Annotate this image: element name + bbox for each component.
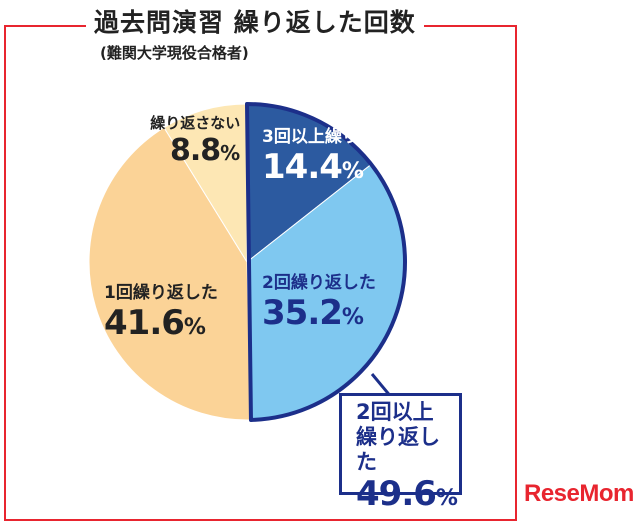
slice-pct-1: % xyxy=(183,315,206,340)
callout-value: 49.6 xyxy=(356,474,437,514)
slice-pct-3plus: % xyxy=(341,159,364,184)
chart-subtitle: (難関大学現役合格者) xyxy=(100,44,249,62)
slice-value-none: 8.8 xyxy=(170,133,221,168)
slice-name-3plus: 3回以上繰り返した xyxy=(262,127,410,147)
slice-label-1: 1回繰り返した 41.6% xyxy=(104,278,218,343)
slice-value-3plus: 14.4 xyxy=(262,147,343,187)
slice-name-1: 1回繰り返した xyxy=(104,283,218,303)
title-box: 過去問演習 繰り返した回数 xyxy=(86,8,424,38)
slice-value-2: 35.2 xyxy=(262,293,343,333)
slice-value-1: 41.6 xyxy=(104,303,185,343)
slice-pct-none: % xyxy=(220,141,241,165)
slice-label-3plus: 3回以上繰り返した 14.4% xyxy=(262,122,410,187)
callout-line2: 繰り返した xyxy=(356,425,440,474)
slice-name-2: 2回繰り返した xyxy=(262,273,376,293)
highlight-outline xyxy=(245,102,407,422)
slice-label-2: 2回繰り返した 35.2% xyxy=(262,268,376,333)
callout-pct: % xyxy=(435,486,458,511)
slice-name-none: 繰り返さない xyxy=(150,114,241,132)
chart-title: 過去問演習 繰り返した回数 xyxy=(94,8,416,37)
slice-label-none: 繰り返さない 8.8% xyxy=(128,112,240,168)
pie-slice-2 xyxy=(88,126,252,421)
callout-line1: 2回以上 xyxy=(356,400,434,424)
slice-pct-2: % xyxy=(341,305,364,330)
resemom-logo: ReseMom xyxy=(524,480,634,507)
callout-box: 2回以上 繰り返した 49.6% xyxy=(339,393,462,513)
